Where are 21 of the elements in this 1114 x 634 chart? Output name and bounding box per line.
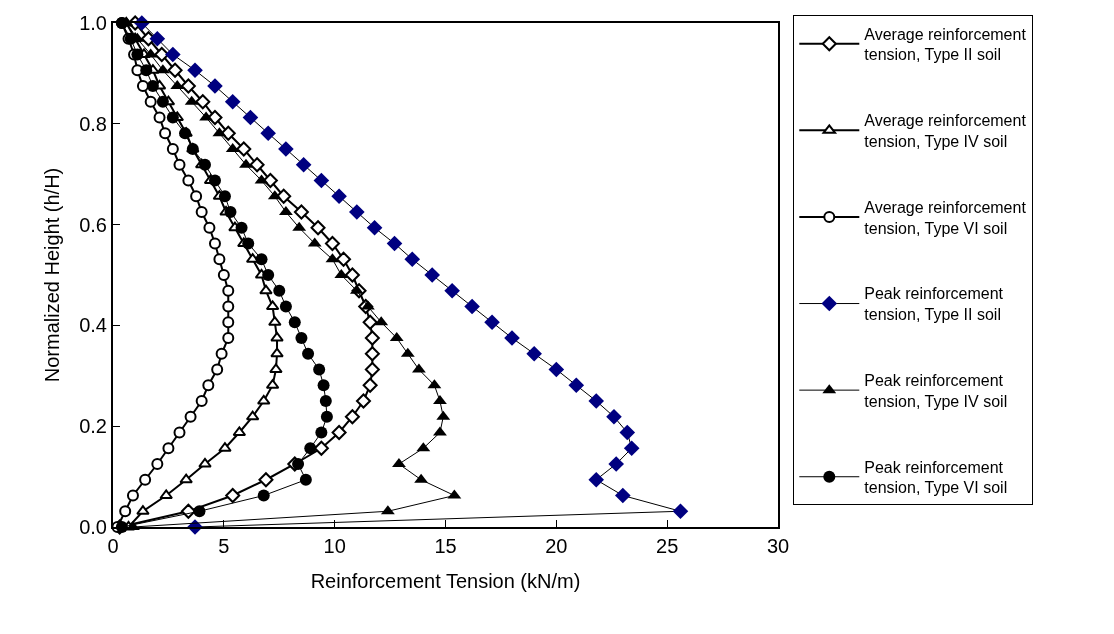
legend-label: Average reinforcement tension, Type IV soil (864, 112, 1027, 150)
legend-label: Peak reinforcement tension, Type VI soil (864, 458, 1008, 497)
x-tick-label: 15 (434, 535, 457, 557)
legend-label: Average reinforcement tension, Type VI soil (864, 198, 1027, 237)
y-tick-label: 0.6 (79, 213, 107, 236)
x-tick-label: 25 (656, 535, 679, 557)
legend-label: Average reinforcement tension, Type II soil (864, 25, 1027, 64)
legend-label: Peak reinforcement tension, Type II soil (864, 285, 1004, 324)
x-tick-label: 20 (545, 535, 568, 557)
y-tick-label: 1.0 (79, 12, 107, 34)
legend-label: Peak reinforcement tension, Type IV soil (864, 371, 1008, 410)
x-tick-label: 30 (766, 535, 790, 557)
x-tick-label: 10 (323, 535, 346, 557)
y-axis-title: Normalized Height (h/H) (41, 167, 64, 383)
y-tick-label: 0.8 (79, 112, 107, 135)
x-tick-label: 5 (218, 535, 230, 557)
y-tick-label: 0.0 (79, 516, 107, 538)
y-tick-label: 0.4 (79, 314, 107, 337)
y-tick-label: 0.2 (79, 415, 107, 438)
x-axis-title: Reinforcement Tension (kN/m) (310, 570, 581, 592)
x-tick-label: 0 (107, 535, 119, 557)
